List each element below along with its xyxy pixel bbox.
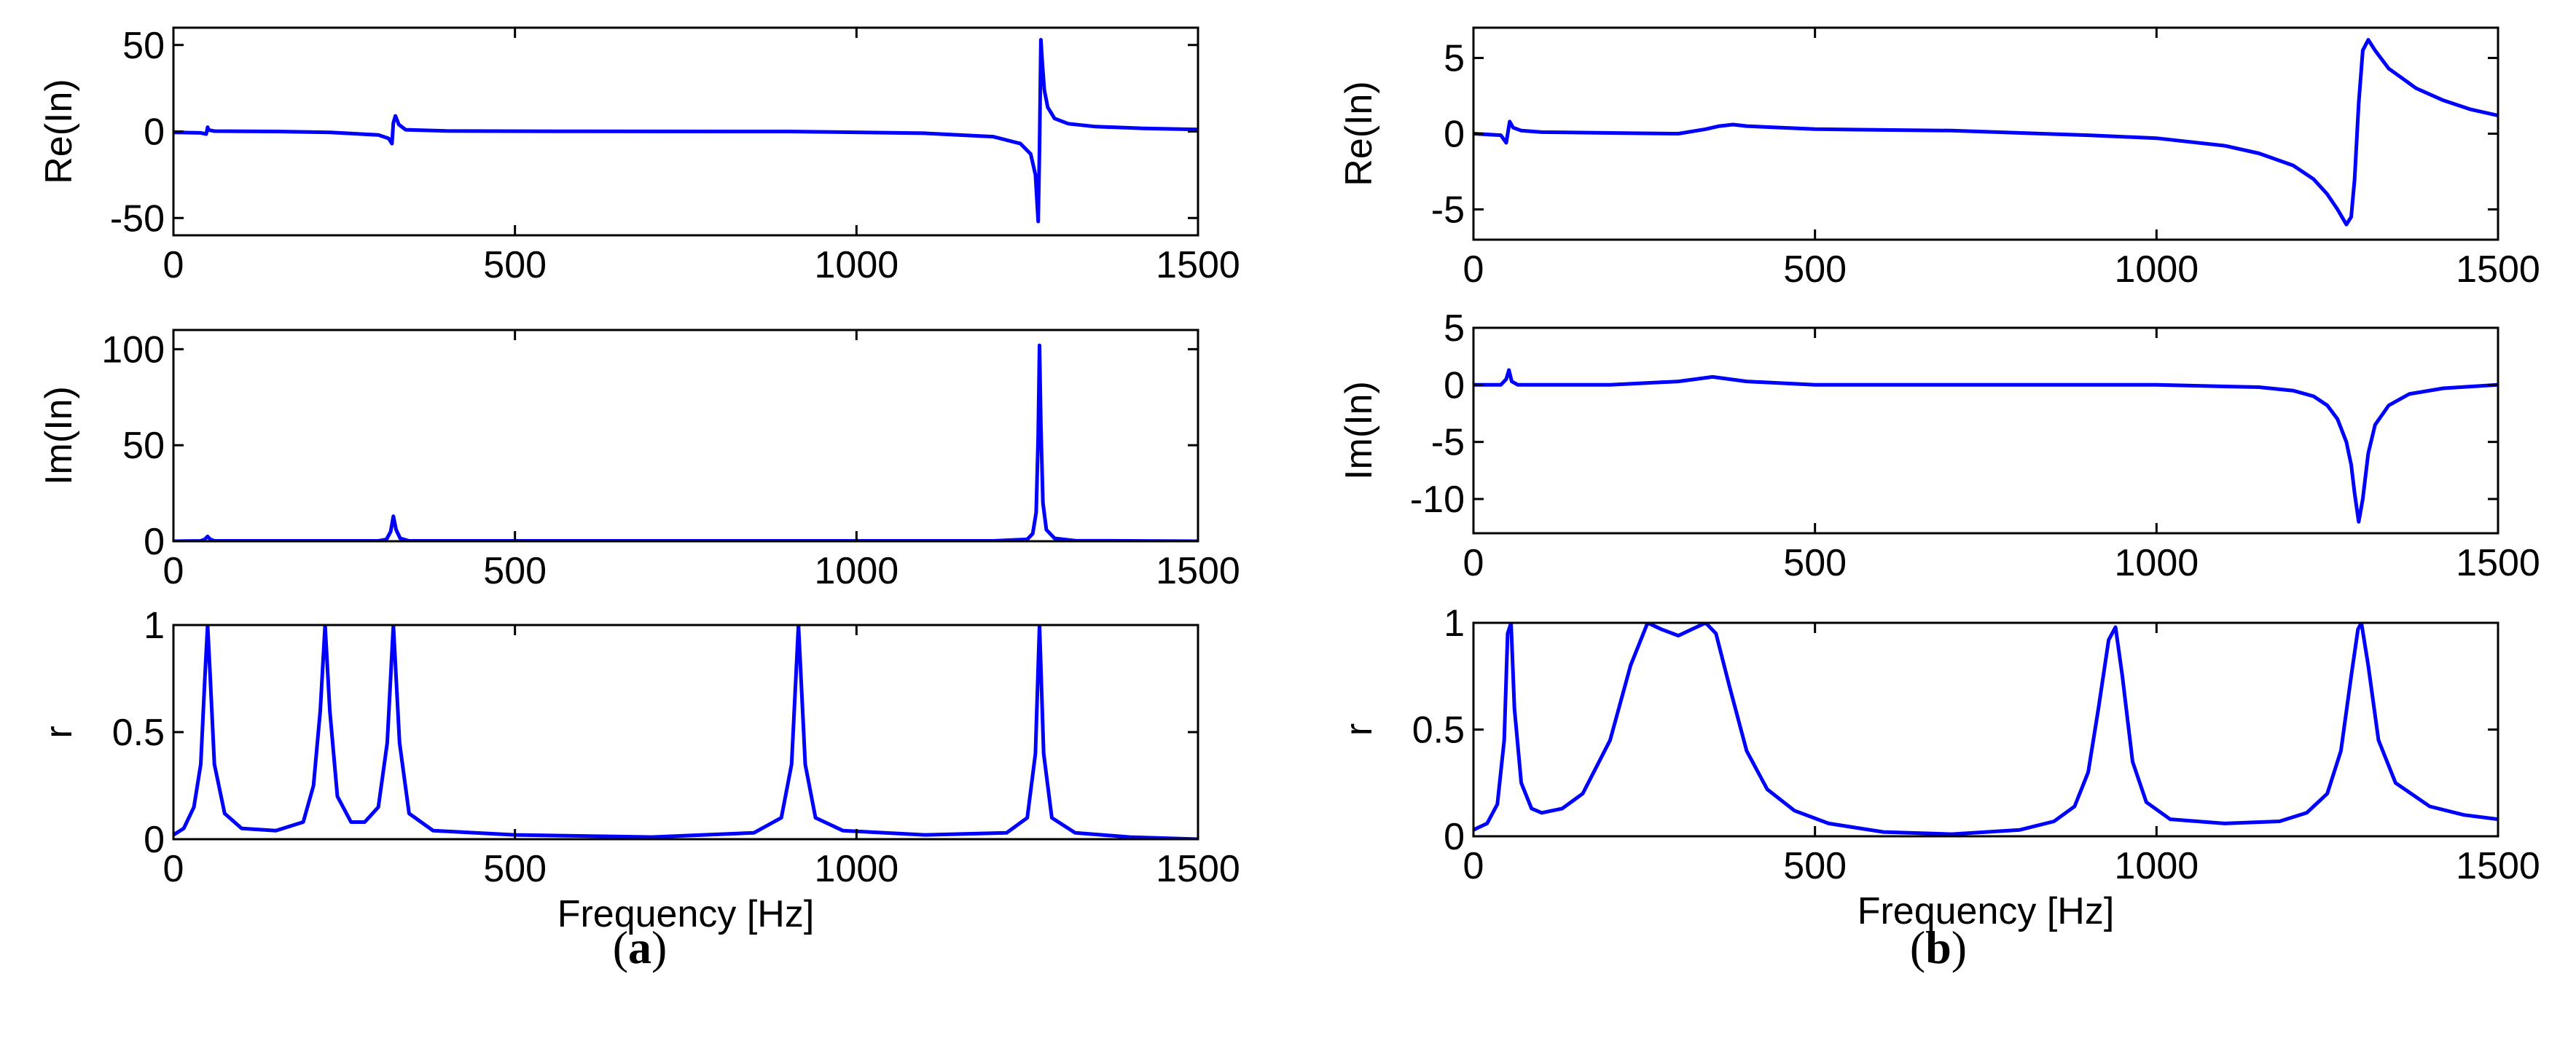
panel-a-re-xtick-label: 1500 [1156,244,1240,286]
panel-b-im-xtick-label: 0 [1463,542,1484,584]
panel-a-im-xtick-label: 500 [483,550,547,592]
panel-b-re-ytick-label: -5 [1431,189,1465,231]
panel-a-im-ylabel: Im(In) [38,386,80,485]
panel-a-im-axes: 0 500 1000 1500 0 50 100 Im(In) [38,329,1240,592]
panel-b-r-xtick-label: 1500 [2456,845,2540,887]
panel-a-r-ytick-label: 1 [144,605,165,647]
panel-b-r-ytick-label: 0 [1444,816,1465,858]
panel-a-r-xtick-label: 1000 [814,848,899,890]
panel-b-im-ytick-label: -5 [1431,422,1465,464]
panel-a-re-ytick-label: -50 [110,197,165,240]
panel-b-r-xtick-label: 1000 [2114,845,2199,887]
panel-b-im-ytick-label: -10 [1410,479,1465,521]
panel-b-im-ylabel: Im(In) [1338,381,1380,480]
panel-b-caption: (b) [1910,922,1967,973]
panel-a-im-xtick-label: 1000 [814,550,899,592]
panel-b-im-xtick-label: 1500 [2456,542,2540,584]
panel-a-re-series-line-0 [173,38,1198,224]
panel-a-re-xtick-label: 0 [163,244,184,286]
panel-a-im-ytick-label: 100 [101,329,165,371]
panel-b-r-ytick-label: 0.5 [1412,710,1465,752]
panel-b-r-xlabel: Frequency [Hz] [1857,890,2115,932]
panel-a-r-xtick-label: 0 [163,848,184,890]
panel-a-r-ylabel: r [38,726,80,738]
panel-b-im-axes-frame [1472,326,2499,535]
panel-b-re-xtick-label: 1000 [2114,248,2199,291]
panel-b-im-xtick-label: 500 [1783,542,1847,584]
panel-b-r-ylabel: r [1338,723,1380,736]
panel-a-im-xtick-label: 1500 [1156,550,1240,592]
panel-a-caption: (a) [613,922,668,973]
panel-b-re-xtick-label: 0 [1463,248,1484,291]
panel-b-r-axes: 0 500 1000 1500 0 0.5 1 r Frequency [Hz] [1338,602,2540,932]
panel-a-re-ytick-label: 0 [144,111,165,154]
panel-b-im-xtick-label: 1000 [2114,542,2199,584]
panel-a-r-xtick-label: 1500 [1156,848,1240,890]
panel-b-re-xtick-label: 500 [1783,248,1847,291]
panel-a-r-axes: 0 500 1000 1500 0 0.5 1 r Frequency [Hz] [38,605,1240,935]
panel-b-re-xtick-label: 1500 [2456,248,2540,291]
panel-a-im-axes-frame [172,329,1199,543]
panel-a-re-xtick-label: 1000 [814,244,899,286]
panel-b-re-axes: 0 500 1000 1500 -5 0 5 Re(In) [1338,26,2540,291]
panel-a-im-ytick-label: 0 [144,521,165,563]
panel-b-r-xtick-label: 500 [1783,845,1847,887]
panel-b-r-xtick-label: 0 [1463,845,1484,887]
panel-a-r-xlabel: Frequency [Hz] [557,893,815,935]
panel-a-im-series-line-0 [173,343,1198,541]
panel-b-im-ytick-label: 5 [1444,307,1465,350]
panel-b-re-series-line-0 [1473,38,2498,227]
panel-b-r-ytick-label: 1 [1444,602,1465,645]
panel-a-re-ylabel: Re(In) [38,79,80,184]
panel-b-re-ytick-label: 0 [1444,114,1465,156]
panel-a-r-ytick-label: 0 [144,819,165,861]
panel-a-r-xtick-label: 500 [483,848,547,890]
panel-b-re-ylabel: Re(In) [1338,81,1380,186]
panel-a-re-xtick-label: 500 [483,244,547,286]
panel-b-im-ytick-label: 0 [1444,364,1465,406]
panel-a-re-ytick-label: 50 [122,25,165,67]
panel-b-re-ytick-label: 5 [1444,38,1465,80]
panel-a-im-xtick-label: 0 [163,550,184,592]
panel-a-r-series-line-0 [173,625,1198,839]
panel-b-im-axes: 0 500 1000 1500 -10 -5 0 5 Im(In) [1338,307,2540,584]
panel-a-r-ytick-label: 0.5 [112,712,165,754]
panel-b-im-series-line-0 [1473,368,2498,524]
panel-b-r-series-line-0 [1473,623,2498,836]
panel-a-im-ytick-label: 50 [122,425,165,467]
